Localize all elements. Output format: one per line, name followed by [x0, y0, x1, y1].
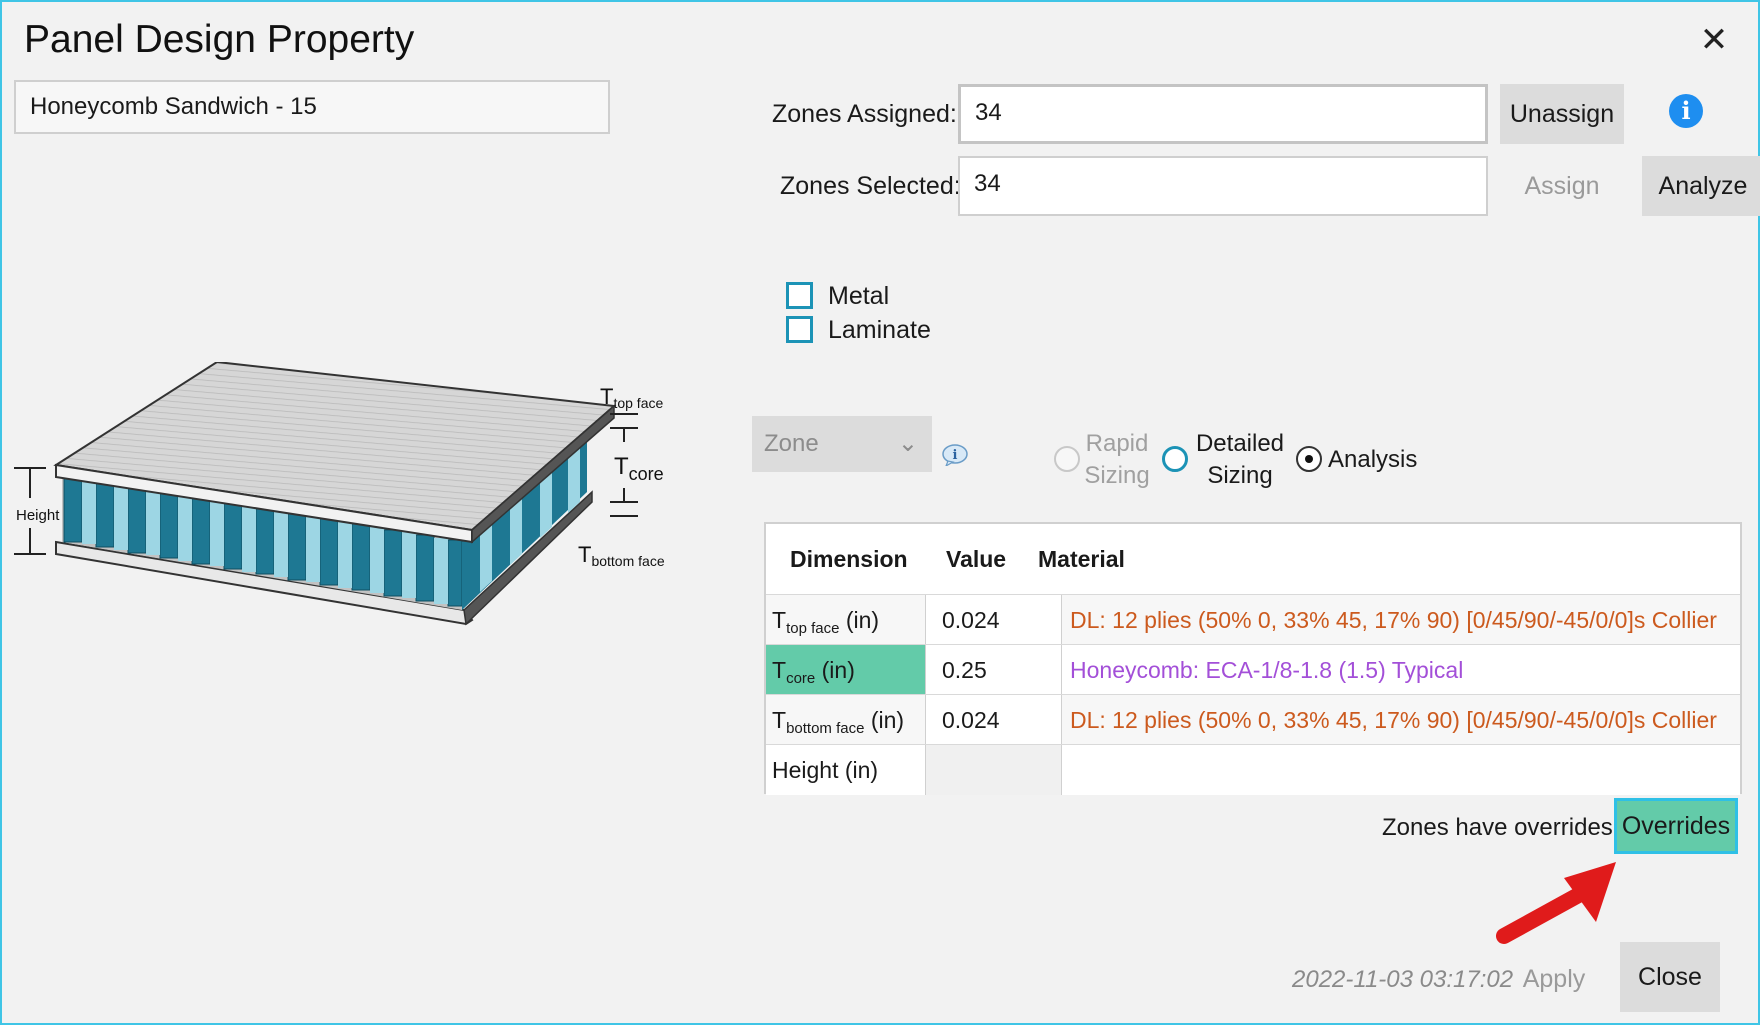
header-value: Value [946, 546, 1007, 572]
header-material: Material [1038, 546, 1125, 572]
laminate-label: Laminate [828, 316, 931, 344]
table-row[interactable]: Height (in) [766, 744, 1740, 795]
dimension-cell: Tcore (in) [766, 645, 926, 695]
svg-text:i: i [953, 448, 958, 463]
assign-button[interactable]: Assign [1524, 172, 1600, 200]
bottom-face-label: Tbottom face [578, 542, 665, 569]
property-name-field[interactable]: Honeycomb Sandwich - 15 [14, 80, 610, 134]
unassign-button[interactable]: Unassign [1500, 84, 1624, 144]
info-icon[interactable]: i [1669, 94, 1703, 128]
material-cell[interactable]: DL: 12 plies (50% 0, 33% 45, 17% 90) [0/… [1062, 695, 1740, 745]
dimension-cell: Height (in) [766, 745, 926, 795]
material-cell[interactable]: Honeycomb: ECA-1/8-1.8 (1.5) Typical [1062, 645, 1740, 695]
header-dimension: Dimension [790, 546, 908, 572]
analysis-label: Analysis [1328, 446, 1418, 473]
top-face-label: Ttop face [600, 384, 663, 411]
chevron-down-icon: ⌄ [897, 430, 918, 457]
height-label: Height [16, 507, 60, 524]
annotation-arrow-icon [1496, 862, 1616, 944]
value-cell[interactable] [926, 745, 1062, 795]
height-dimension-line [14, 467, 46, 555]
table-row[interactable]: Ttop face (in) 0.024 DL: 12 plies (50% 0… [766, 594, 1740, 645]
scope-select[interactable]: Zone ⌄ [752, 416, 932, 472]
dialog-title: Panel Design Property [24, 18, 415, 61]
material-cell[interactable] [1062, 745, 1740, 795]
material-cell[interactable]: DL: 12 plies (50% 0, 33% 45, 17% 90) [0/… [1062, 595, 1740, 645]
value-cell[interactable]: 0.024 [926, 595, 1062, 645]
value-cell[interactable]: 0.024 [926, 695, 1062, 745]
table-row[interactable]: Tcore (in) 0.25 Honeycomb: ECA-1/8-1.8 (… [766, 644, 1740, 695]
apply-button[interactable]: Apply [1522, 965, 1586, 993]
timestamp: 2022-11-03 03:17:02 [1292, 966, 1514, 993]
rapid-sizing-radio[interactable] [1054, 446, 1080, 472]
analysis-radio[interactable] [1296, 446, 1322, 472]
core-thickness-marks [610, 413, 638, 517]
scope-select-value: Zone [764, 430, 819, 457]
metal-label: Metal [828, 282, 890, 310]
dimension-cell: Ttop face (in) [766, 595, 926, 645]
core-label: Tcore [614, 453, 664, 484]
dimension-cell: Tbottom face (in) [766, 695, 926, 745]
metal-checkbox[interactable] [786, 282, 813, 309]
rapid-sizing-label: Rapid Sizing [1084, 430, 1150, 489]
table-row[interactable]: Tbottom face (in) 0.024 DL: 12 plies (50… [766, 694, 1740, 745]
analyze-button[interactable]: Analyze [1642, 156, 1760, 216]
value-cell[interactable]: 0.25 [926, 645, 1062, 695]
detailed-sizing-radio[interactable] [1162, 446, 1188, 472]
dimension-table: Dimension Value Material Ttop face (in) … [764, 522, 1742, 795]
zones-selected-field[interactable]: 34 [958, 156, 1488, 216]
close-button[interactable]: Close [1620, 942, 1720, 1012]
honeycomb-sandwich-diagram: Height Ttop face Tcore Tbottom face [14, 362, 665, 626]
zones-selected-label: Zones Selected: [780, 172, 961, 200]
laminate-checkbox[interactable] [786, 316, 813, 343]
overrides-status-text: Zones have overrides [1382, 814, 1613, 841]
close-icon[interactable]: ✕ [1699, 21, 1729, 59]
scope-info-icon[interactable]: i [942, 444, 968, 466]
zones-assigned-label: Zones Assigned: [772, 100, 957, 128]
detailed-sizing-label: Detailed Sizing [1195, 430, 1285, 489]
zones-assigned-field[interactable]: 34 [958, 84, 1488, 144]
overrides-button[interactable]: Overrides [1614, 798, 1738, 854]
